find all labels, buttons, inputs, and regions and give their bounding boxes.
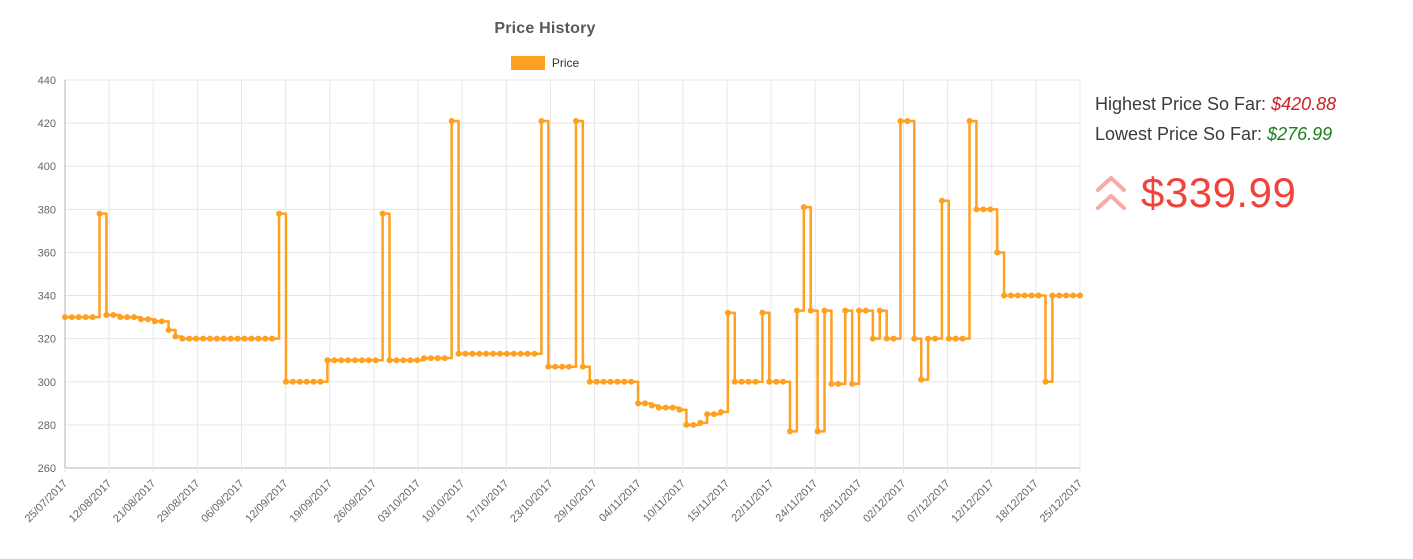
svg-text:300: 300 (38, 377, 56, 389)
svg-text:260: 260 (38, 463, 56, 475)
svg-text:03/10/2017: 03/10/2017 (376, 478, 423, 525)
svg-text:04/11/2017: 04/11/2017 (597, 478, 644, 525)
lowest-price-line: Lowest Price So Far: $276.99 (1095, 124, 1405, 145)
highest-price-line: Highest Price So Far: $420.88 (1095, 94, 1405, 115)
svg-text:25/07/2017: 25/07/2017 (23, 478, 70, 525)
page-title: Price History (494, 20, 596, 37)
svg-text:420: 420 (38, 118, 56, 130)
svg-text:29/10/2017: 29/10/2017 (552, 478, 599, 525)
lowest-price-value: $276.99 (1267, 124, 1333, 144)
svg-text:06/09/2017: 06/09/2017 (199, 478, 246, 525)
svg-text:340: 340 (38, 291, 56, 303)
svg-text:10/11/2017: 10/11/2017 (641, 478, 688, 525)
svg-text:28/11/2017: 28/11/2017 (818, 478, 865, 525)
svg-text:10/10/2017: 10/10/2017 (420, 478, 467, 525)
legend-label: Price (551, 56, 580, 70)
current-price-row: $339.99 (1095, 169, 1405, 217)
svg-text:12/12/2017: 12/12/2017 (949, 478, 996, 525)
svg-text:17/10/2017: 17/10/2017 (464, 478, 511, 525)
svg-text:380: 380 (38, 204, 56, 216)
current-price: $339.99 (1141, 169, 1297, 216)
svg-text:29/08/2017: 29/08/2017 (155, 478, 202, 525)
svg-text:15/11/2017: 15/11/2017 (685, 478, 732, 525)
svg-text:22/11/2017: 22/11/2017 (729, 478, 776, 525)
highest-price-label: Highest Price So Far: (1095, 94, 1267, 114)
svg-text:24/11/2017: 24/11/2017 (773, 478, 820, 525)
price-history-chart: Price History Price 260 280 300 320 340 360 38… (0, 0, 1090, 559)
svg-text:12/08/2017: 12/08/2017 (67, 478, 114, 525)
svg-text:21/08/2017: 21/08/2017 (111, 478, 158, 525)
legend-swatch (510, 56, 545, 70)
svg-text:25/12/2017: 25/12/2017 (1038, 478, 1085, 525)
svg-text:320: 320 (38, 334, 56, 346)
legend: Price (0, 56, 1090, 70)
chart-canvas[interactable]: 260 280 300 320 340 360 380 400 420 440 25/07/2017… (0, 0, 1090, 559)
svg-text:18/12/2017: 18/12/2017 (994, 478, 1041, 525)
svg-text:02/12/2017: 02/12/2017 (861, 478, 908, 525)
svg-text:12/09/2017: 12/09/2017 (243, 478, 290, 525)
legend-item-price[interactable]: Price (510, 56, 580, 70)
svg-text:440: 440 (38, 75, 56, 87)
svg-text:280: 280 (38, 420, 56, 432)
svg-text:07/12/2017: 07/12/2017 (905, 478, 952, 525)
trend-up-icon (1095, 175, 1127, 211)
svg-text:400: 400 (38, 161, 56, 173)
svg-text:19/09/2017: 19/09/2017 (287, 478, 334, 525)
svg-text:23/10/2017: 23/10/2017 (508, 478, 555, 525)
price-summary-panel: Highest Price So Far: $420.88 Lowest Pri… (1095, 94, 1405, 217)
svg-text:360: 360 (38, 247, 56, 259)
svg-text:26/09/2017: 26/09/2017 (332, 478, 379, 525)
highest-price-value: $420.88 (1271, 94, 1337, 114)
lowest-price-label: Lowest Price So Far: (1095, 124, 1263, 144)
